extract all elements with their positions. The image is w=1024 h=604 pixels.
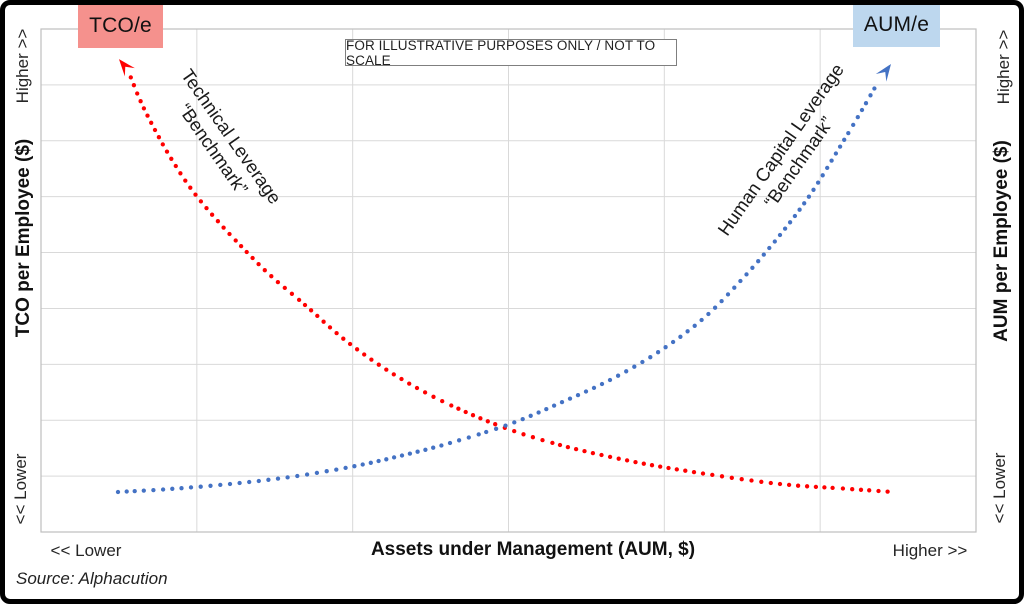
left-axis-lower-label: << Lower — [11, 453, 30, 525]
aum-legend-box: AUM/e — [853, 3, 940, 47]
tco-legend-label: TCO/e — [89, 13, 152, 37]
x-axis-lower-label: << Lower — [50, 541, 122, 560]
left-axis-higher-label: Higher >> — [13, 28, 32, 104]
x-axis-higher-label: Higher >> — [892, 541, 968, 560]
aum-legend-label: AUM/e — [863, 13, 930, 36]
source-attribution: Source: Alphacution — [16, 569, 168, 588]
right-axis-higher-label: Higher >> — [994, 29, 1013, 105]
right-axis-lower-label: << Lower — [990, 452, 1009, 524]
tco-legend-box: TCO/e — [78, 3, 163, 48]
x-axis-title: Assets under Management (AUM, $) — [370, 539, 696, 560]
disclaimer-box: FOR ILLUSTRATIVE PURPOSES ONLY / NOT TO … — [345, 37, 677, 68]
disclaimer-text: FOR ILLUSTRATIVE PURPOSES ONLY / NOT TO … — [346, 37, 656, 68]
